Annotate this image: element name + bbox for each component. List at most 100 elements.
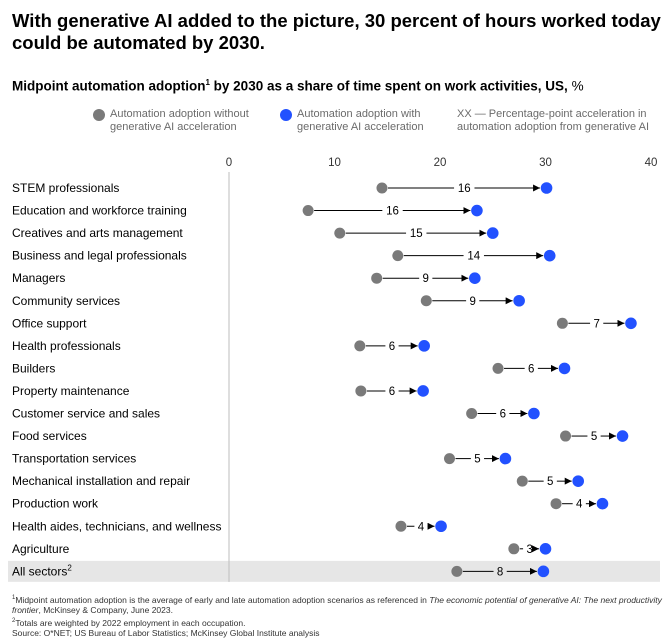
with-genai-dot (616, 430, 629, 442)
without-genai-dot (508, 543, 520, 555)
category-row: Managers 9 (12, 271, 481, 285)
subtitle-text-tail: by 2030 as a share of time spent on work… (209, 78, 568, 94)
with-genai-dot (513, 294, 525, 307)
with-genai-dot (558, 362, 571, 375)
category-label: Community services (12, 294, 120, 308)
legend-acceleration-label: XX — Percentage-point acceleration in au… (457, 108, 650, 133)
chart-subtitle: Midpoint automation adoption1 by 2030 as… (12, 74, 662, 96)
without-genai-dot (334, 227, 346, 239)
without-genai-dot (466, 408, 478, 419)
with-genai-dot (435, 520, 447, 533)
footnote-1: 1Midpoint automation adoption is the ave… (12, 594, 662, 616)
acceleration-label: 8 (497, 566, 503, 578)
acceleration-label: 15 (410, 228, 423, 240)
category-label: Education and workforce training (12, 204, 187, 218)
with-genai-dot (469, 272, 481, 285)
with-genai-dot (486, 227, 499, 239)
without-genai-dot (355, 385, 367, 397)
category-label: Transportation services (12, 452, 136, 466)
without-genai-dot (302, 205, 314, 217)
row-highlight-band (8, 560, 660, 582)
without-genai-dot (420, 295, 432, 307)
category-row: Business and legal professionals 14 (12, 249, 556, 263)
without-genai-dot (492, 362, 504, 374)
legend-without-marker (93, 109, 105, 121)
subtitle-footnote-marker: 1 (205, 78, 210, 87)
category-row: Mechanical installation and repair 5 (12, 474, 585, 488)
subtitle-unit: % (567, 78, 584, 94)
with-genai-dot (471, 204, 483, 217)
without-genai-dot (516, 475, 528, 487)
source-note: Source: O*NET; US Bureau of Labor Statis… (12, 628, 320, 639)
acceleration-label: 4 (576, 499, 583, 511)
with-genai-dot (417, 385, 429, 397)
category-label: Health professionals (12, 339, 121, 353)
with-genai-dot (543, 249, 556, 262)
category-row: All sectors2 8 (12, 563, 550, 578)
with-genai-dot (539, 543, 552, 555)
category-label: Customer service and sales (12, 407, 160, 421)
category-row: Production work 4 (12, 497, 609, 511)
category-row: Creatives and arts management 15 (12, 226, 499, 240)
with-genai-dot (596, 497, 609, 510)
footnote-2: 2Totals are weighted by 2022 employment … (12, 617, 246, 628)
with-genai-dot (528, 407, 540, 420)
x-tick-label: 0 (226, 157, 232, 169)
category-label: All sectors2 (12, 563, 72, 578)
without-genai-dot (560, 430, 572, 442)
without-genai-dot (395, 520, 407, 532)
with-genai-dot (418, 340, 430, 352)
acceleration-label: 7 (593, 318, 599, 330)
acceleration-label: 5 (547, 476, 553, 488)
category-label: Agriculture (12, 542, 70, 556)
acceleration-label: 16 (458, 183, 471, 195)
acceleration-label: 6 (500, 409, 506, 421)
dumbbell-plot: 0 10 20 30 40 STEM professionals 16Education … (8, 157, 660, 582)
category-label: Health aides, technicians, and wellness (12, 519, 221, 533)
category-row: Property maintenance 6 (12, 384, 429, 398)
without-genai-dot (556, 317, 568, 329)
with-genai-dot (572, 475, 585, 487)
category-row: Transportation services 5 (12, 452, 512, 466)
category-label: Food services (12, 429, 87, 443)
with-genai-dot (499, 452, 512, 465)
legend-without-label: Automation adoption without generative A… (110, 108, 249, 133)
legend-with-label: Automation adoption with generative AI a… (297, 108, 424, 133)
legend-with-marker (280, 109, 292, 121)
category-row: Customer service and sales 6 (12, 407, 540, 421)
category-row: Builders 6 (12, 361, 571, 375)
footnotes: 1Midpoint automation adoption is the ave… (12, 593, 662, 639)
category-row: Health aides, technicians, and wellness 4 (12, 519, 447, 533)
acceleration-label: 16 (386, 206, 399, 218)
category-label: Business and legal professionals (12, 249, 187, 263)
category-label: STEM professionals (12, 181, 119, 195)
category-label: Managers (12, 271, 65, 285)
category-label: Property maintenance (12, 384, 130, 398)
x-tick-label: 10 (328, 157, 341, 169)
category-row: STEM professionals 16 (12, 181, 553, 195)
acceleration-label: 6 (389, 386, 395, 398)
without-genai-dot (371, 272, 383, 284)
acceleration-label: 4 (418, 521, 425, 533)
without-genai-dot (354, 340, 366, 352)
category-label: Production work (12, 497, 99, 511)
without-genai-dot (443, 453, 455, 465)
x-tick-label: 30 (539, 157, 552, 169)
acceleration-label: 5 (591, 431, 597, 443)
acceleration-label: 6 (389, 341, 395, 353)
x-tick-label: 20 (434, 157, 447, 169)
category-row: Food services 5 (12, 429, 629, 443)
with-genai-dot (540, 182, 553, 194)
acceleration-label: 14 (467, 251, 480, 263)
without-genai-dot (392, 250, 404, 262)
without-genai-dot (376, 182, 388, 194)
without-genai-dot (451, 565, 463, 577)
with-genai-dot (625, 317, 637, 330)
category-row: Education and workforce training 16 (12, 204, 483, 218)
acceleration-label: 9 (470, 296, 476, 308)
subtitle-text: Midpoint automation adoption (12, 78, 206, 94)
category-row: Agriculture 3 (12, 542, 552, 556)
category-row: Health professionals 6 (12, 339, 430, 353)
without-genai-dot (550, 498, 562, 510)
